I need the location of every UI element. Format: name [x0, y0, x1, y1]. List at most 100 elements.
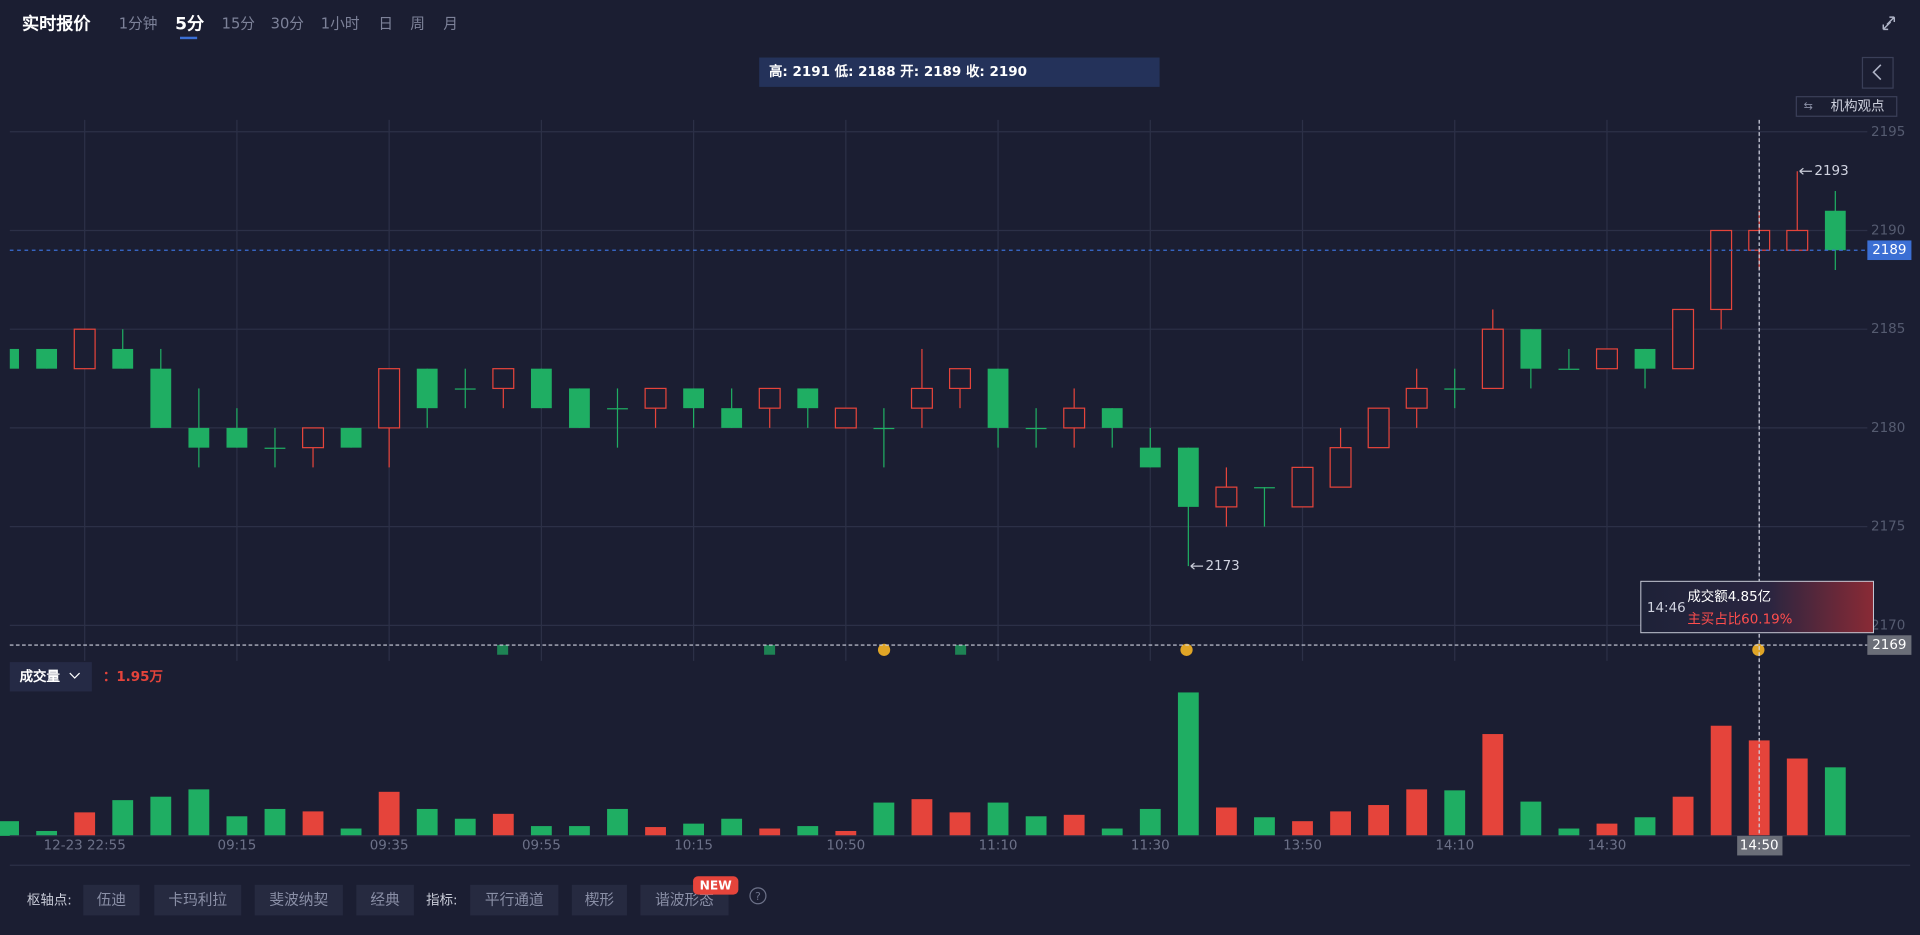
tooltip-time: 14:46: [1647, 601, 1686, 616]
help-icon[interactable]: [749, 887, 767, 905]
volume-selector[interactable]: [9, 662, 92, 692]
volume-bar: [1558, 828, 1580, 836]
volume-bar: [226, 816, 248, 836]
x-tick-label: 12-23 22:55: [44, 839, 126, 854]
candle-body: [150, 368, 172, 428]
candle-body: [1139, 447, 1161, 468]
crosshair-price: 2169: [1872, 638, 1906, 653]
tooltip-amount: 成交额4.85亿: [1687, 588, 1771, 605]
last-price-label: 2189: [1872, 243, 1906, 258]
new-badge: [693, 876, 739, 895]
candle-body: [1558, 368, 1580, 370]
x-tick-label: 09:55: [522, 839, 561, 854]
tool-button[interactable]: [254, 884, 343, 916]
tab[interactable]: 1小时: [321, 15, 360, 32]
tab[interactable]: 周: [410, 15, 425, 32]
pivot-label: 枢轴点:: [27, 893, 72, 909]
candle-body: [948, 368, 972, 390]
tool-button-label: 卡玛利拉: [168, 892, 227, 909]
candle-body: [530, 368, 552, 409]
candle-body: [340, 427, 362, 448]
volume-bar: [1596, 823, 1618, 836]
volume-bar: [416, 808, 438, 836]
candle-body: [378, 368, 401, 429]
volume-bar: [530, 826, 552, 836]
volume-bar: [1063, 814, 1085, 836]
ohlc-info: 高: 2191 低: 2188 开: 2189 收: 2190: [769, 63, 1027, 80]
tool-button[interactable]: [571, 884, 627, 916]
candle-body: [721, 408, 743, 428]
tool-button[interactable]: [83, 884, 140, 916]
volume-bars: [0, 692, 1846, 836]
candle-body: [569, 388, 590, 428]
x-tick-label: 13:50: [1283, 839, 1322, 854]
tooltip: [1640, 580, 1874, 634]
volume-bar: [1177, 692, 1199, 836]
candle-body: [9, 348, 19, 369]
tool-button-label: 谐波形态: [655, 892, 714, 909]
volume-bar: [302, 811, 324, 836]
tab[interactable]: 月: [443, 15, 458, 32]
event-icon[interactable]: [1752, 643, 1765, 656]
volume-bar: [150, 796, 172, 836]
tool-button[interactable]: [356, 884, 414, 916]
x-tick-label: 10:50: [826, 839, 865, 854]
info-box: [759, 57, 1160, 87]
event-icon[interactable]: [1180, 643, 1193, 656]
opinion-button[interactable]: [1795, 96, 1898, 117]
volume-bar: [1292, 821, 1313, 836]
candle-body: [644, 387, 667, 409]
tool-button[interactable]: [470, 884, 559, 916]
event-icon[interactable]: [877, 643, 891, 656]
tab[interactable]: 15分: [222, 15, 256, 32]
volume-bar: [74, 812, 96, 836]
tab[interactable]: 日: [378, 15, 393, 32]
candle-body: [73, 328, 96, 370]
tool-button-label: 楔形: [585, 892, 615, 909]
volume-bar: [683, 823, 705, 836]
volume-bar: [721, 818, 743, 836]
candle-body: [1444, 388, 1466, 390]
opinion-label: 机构观点: [1831, 98, 1885, 114]
volume-bar: [1634, 817, 1656, 836]
tab[interactable]: 5分: [175, 14, 204, 34]
volume-bar: [1406, 789, 1428, 836]
candle-body: [1291, 466, 1314, 508]
candle-body: [1520, 329, 1542, 369]
help-mark: ?: [755, 890, 761, 903]
candle-body: [1595, 348, 1618, 370]
y-tick-label: 2190: [1871, 223, 1905, 238]
event-icon[interactable]: [955, 644, 967, 655]
tab[interactable]: 30分: [271, 15, 305, 32]
volume-bar: [607, 808, 628, 836]
tooltip-ratio: 主买占比60.19%: [1687, 611, 1792, 627]
y-tick-label: 2195: [1871, 125, 1905, 140]
tool-button[interactable]: [154, 884, 242, 916]
volume-bar: [378, 791, 400, 836]
last-price-box: [1867, 240, 1912, 261]
extreme-label: 2173: [1205, 559, 1239, 574]
volume-bar: [112, 800, 134, 836]
volume-bar: [1672, 796, 1694, 836]
annotation-arrow: [1190, 562, 1204, 570]
minimize-icon[interactable]: [1882, 16, 1896, 31]
x-tick-label: 09:15: [218, 839, 257, 854]
collapse-button[interactable]: [1861, 56, 1894, 89]
volume-title: 成交量: [20, 668, 61, 685]
volume-bar: [1101, 828, 1123, 836]
tab-bar: 1分钟 5分 15分 30分 1小时 日周 月: [119, 14, 458, 40]
event-icon[interactable]: [764, 644, 776, 655]
x-tick-label: 11:10: [979, 839, 1018, 854]
tab[interactable]: 1分钟: [119, 15, 158, 32]
volume-bar: [1330, 811, 1351, 836]
candle-body: [1063, 407, 1086, 429]
event-icon[interactable]: [497, 644, 509, 655]
tool-button-label: 斐波纳契: [269, 892, 328, 909]
candle-body: [1634, 348, 1656, 369]
candle-body: [492, 368, 515, 390]
candle-body: [910, 387, 933, 409]
candle-body: [1405, 387, 1428, 409]
candle-body: [416, 368, 438, 409]
